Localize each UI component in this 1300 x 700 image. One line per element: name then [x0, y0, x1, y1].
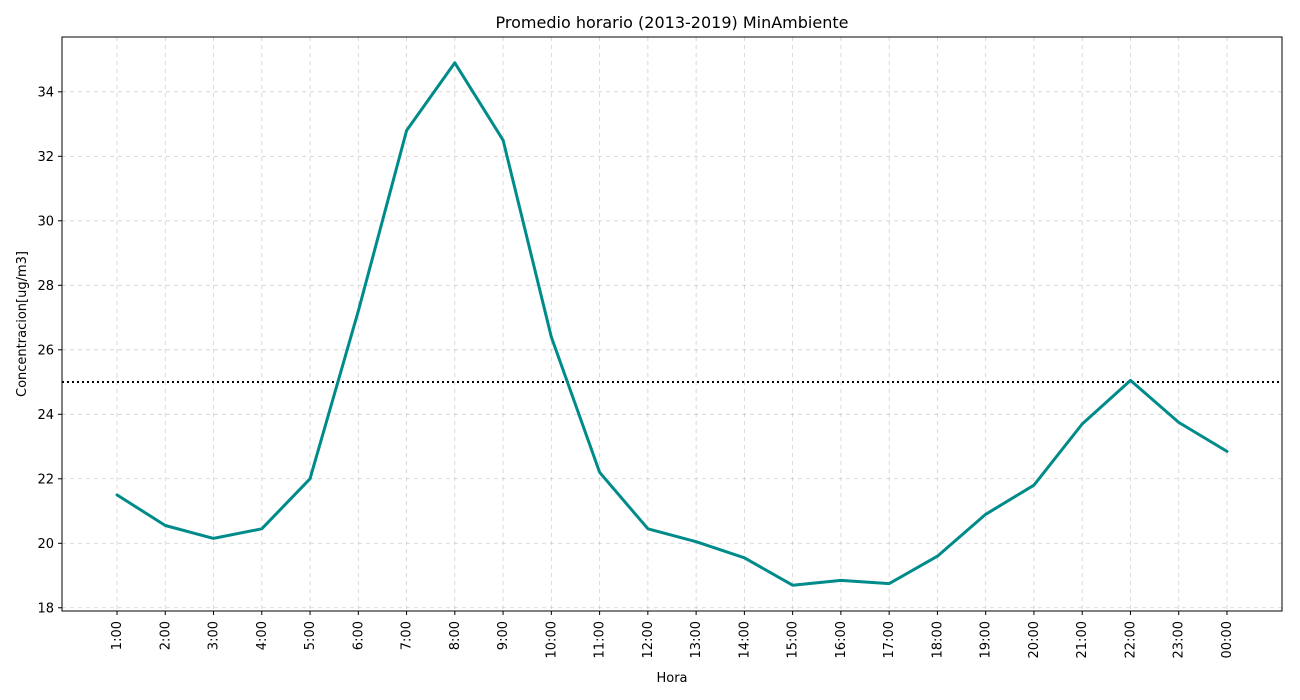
y-tick-label: 20 — [37, 537, 54, 552]
x-tick-label: 2:00 — [158, 621, 173, 650]
x-axis-ticks: 1:00 2:00 3:00 4:00 5:00 6:00 7:00 8:00 9:00 10:0… — [110, 611, 1235, 658]
x-tick-label: 14:00 — [737, 621, 752, 658]
x-tick-label: 13:00 — [689, 621, 704, 658]
x-tick-label: 21:00 — [1075, 621, 1090, 658]
grid — [62, 37, 1282, 611]
x-axis-label: Hora — [656, 671, 687, 686]
x-tick-label: 18:00 — [930, 621, 945, 658]
x-tick-label: 9:00 — [496, 621, 511, 650]
y-axis-label: Concentracion[ug/m3] — [15, 251, 30, 397]
y-tick-label: 24 — [37, 408, 54, 423]
x-tick-label: 16:00 — [834, 621, 849, 658]
x-tick-label: 8:00 — [448, 621, 463, 650]
x-tick-label: 15:00 — [786, 621, 801, 658]
x-tick-label: 3:00 — [207, 621, 222, 650]
y-tick-label: 26 — [37, 343, 54, 358]
series-line — [115, 61, 1229, 587]
y-tick-label: 34 — [37, 85, 54, 100]
x-tick-label: 11:00 — [593, 621, 608, 658]
y-tick-label: 18 — [37, 601, 54, 616]
y-tick-label: 28 — [37, 279, 54, 294]
x-tick-label: 7:00 — [400, 621, 415, 650]
x-tick-label: 17:00 — [882, 621, 897, 658]
x-tick-label: 6:00 — [351, 621, 366, 650]
y-tick-label: 32 — [37, 150, 54, 165]
y-tick-label: 30 — [37, 214, 54, 229]
x-tick-label: 20:00 — [1027, 621, 1042, 658]
x-tick-label: 5:00 — [303, 621, 318, 650]
x-tick-label: 19:00 — [979, 621, 994, 658]
x-tick-label: 12:00 — [641, 621, 656, 658]
x-tick-label: 23:00 — [1172, 621, 1187, 658]
x-tick-label: 22:00 — [1123, 621, 1138, 658]
chart-title: Promedio horario (2013-2019) MinAmbiente — [496, 13, 849, 32]
plot-frame — [61, 36, 1283, 612]
series-layer — [115, 61, 1229, 587]
x-tick-label: 10:00 — [544, 621, 559, 658]
y-tick-label: 22 — [37, 472, 54, 487]
x-tick-label: 00:00 — [1220, 621, 1235, 658]
x-tick-label: 1:00 — [110, 621, 125, 650]
y-axis-ticks: 18 20 22 24 26 28 30 32 34 — [37, 85, 62, 616]
x-tick-label: 4:00 — [255, 621, 270, 650]
